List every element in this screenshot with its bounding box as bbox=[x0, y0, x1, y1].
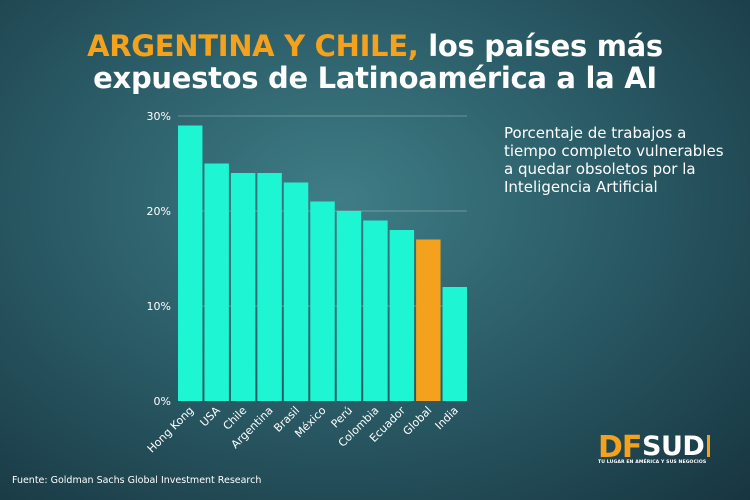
bar bbox=[204, 163, 229, 401]
x-tick-label: India bbox=[433, 404, 461, 432]
y-tick-label: 10% bbox=[147, 300, 171, 313]
bar bbox=[178, 125, 203, 401]
bar bbox=[283, 182, 309, 401]
title-highlight: ARGENTINA Y CHILE, bbox=[87, 29, 419, 63]
bar bbox=[416, 239, 441, 401]
x-tick-label: Hong Kong bbox=[145, 404, 196, 455]
x-tick-label: Global bbox=[400, 404, 434, 438]
bar bbox=[442, 287, 467, 401]
y-tick-label: 20% bbox=[147, 205, 171, 218]
y-tick-label: 0% bbox=[154, 395, 171, 408]
x-tick-label: USA bbox=[198, 404, 224, 430]
source-note: Fuente: Goldman Sachs Global Investment … bbox=[12, 475, 262, 486]
logo-df: DF bbox=[598, 430, 642, 465]
y-tick-label: 30% bbox=[147, 110, 171, 123]
bar bbox=[257, 173, 282, 401]
bar bbox=[310, 201, 335, 401]
title-line-1-rest: los países más bbox=[428, 29, 663, 63]
title-line-1: ARGENTINA Y CHILE, los países más bbox=[0, 30, 750, 62]
logo-sud: SUD bbox=[642, 431, 705, 462]
logo-tagline: TU LUGAR EN AMÉRICA Y SUS NEGOCIOS bbox=[598, 460, 707, 465]
chart-title: ARGENTINA Y CHILE, los países más expues… bbox=[0, 30, 750, 94]
dfsud-logo: DF SUD TU LUGAR EN AMÉRICA Y SUS NEGOCIO… bbox=[598, 430, 713, 470]
logo-bar bbox=[707, 435, 710, 457]
bar bbox=[363, 220, 388, 401]
bar bbox=[336, 211, 362, 401]
bar bbox=[389, 230, 415, 401]
title-line-2: expuestos de Latinoamérica a la AI bbox=[93, 61, 657, 95]
bar bbox=[230, 173, 256, 401]
chart-subtitle: Porcentaje de trabajos a tiempo completo… bbox=[504, 124, 724, 196]
